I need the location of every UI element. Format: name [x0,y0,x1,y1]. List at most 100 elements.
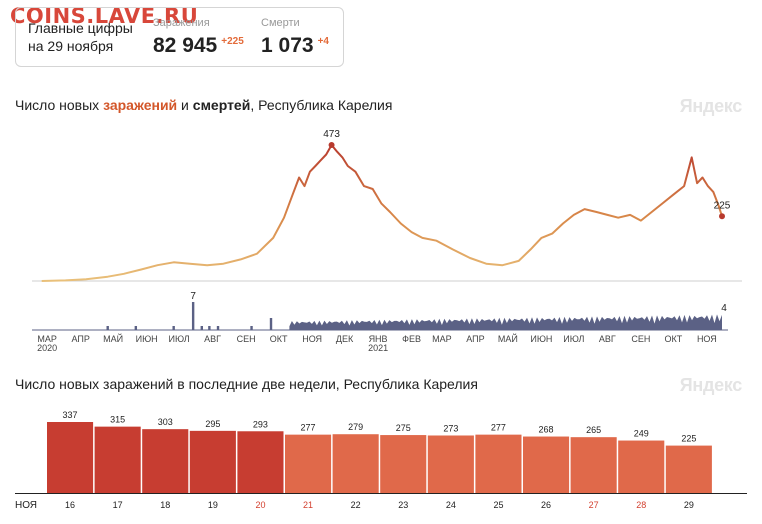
bar-day-label: 21 [303,500,313,510]
deaths-value-label: 7 [190,291,196,302]
bar-day-label: 27 [589,500,599,510]
bar-day-28 [618,440,665,493]
month-label: АПР [71,334,89,344]
deaths-delta: +4 [317,36,329,47]
chart2-title: Число новых заражений в последние две не… [15,376,478,392]
deaths-bar-chart: 74 [32,291,728,331]
infections-line [41,144,723,282]
month-label: СЕН [631,334,650,344]
bar-value-label: 303 [158,417,173,427]
infections-marker [719,213,725,220]
deaths-stat: Смерти 1 073 +4 [261,17,329,58]
month-label: ФЕВ [402,334,421,344]
bar-day-17 [94,426,141,493]
month-axis: МАР АПР МАЙ ИЮН ИЮЛ АВГ СЕН ОКТ НОЯ ДЕК ЯНВ ФЕВ МАР А… [37,333,717,353]
bar-day-label: 16 [65,500,75,510]
bar-day-18 [142,429,189,493]
bar-day-label: 23 [398,500,408,510]
bar-day-20 [237,431,284,493]
month-label: МАЙ [103,333,123,344]
infections-marker [328,142,335,148]
month-label: МАЙ [498,333,518,344]
infections-line-chart: 473 225 [32,129,742,282]
deaths-caption: Смерти [261,17,300,29]
bar-day-label: 26 [541,500,551,510]
bar-day-23 [380,435,427,493]
bar-value-label: 277 [491,423,506,433]
chart1-title-post: , Республика Карелия [250,97,393,113]
bar-day-label: 24 [446,500,456,510]
deaths-spike [106,326,109,330]
bar-value-label: 225 [681,434,696,444]
chart1-title-infections: заражений [103,97,178,113]
month-label: ИЮН [530,334,552,344]
bar-day-label: 28 [636,500,646,510]
bar-day-27 [570,437,617,493]
month-label: ИЮЛ [563,334,584,344]
month-label: ИЮН [136,334,158,344]
bar-day-label: 17 [113,500,123,510]
month-label: ИЮЛ [169,334,190,344]
deaths-spike [269,318,273,330]
chart1-title-mid: и [177,97,193,113]
month-label: АПР [466,334,484,344]
deaths-spike [191,302,195,330]
chart1-title: Число новых заражений и смертей, Республ… [15,97,392,113]
summary-label: Главные цифры на 29 ноября [28,19,133,55]
bar-day-16 [47,422,94,493]
bar-day-24 [427,435,474,493]
bar-day-21 [285,434,332,493]
month-label: ОКТ [664,334,682,344]
infections-caption: Заражения [153,17,210,29]
bar-day-label: 19 [208,500,218,510]
summary-label-line2: на 29 ноября [28,38,114,54]
deaths-spike [208,326,211,330]
bar-day-label: 25 [493,500,503,510]
bar-day-25 [475,434,522,493]
infections-value: 82 945 [153,34,218,57]
bar-value-label: 277 [301,423,316,433]
deaths-spike [250,326,253,330]
infections-delta: +225 [221,36,244,47]
month-label: ЯНВ [369,334,388,344]
bar-value-label: 273 [443,423,458,433]
bar-day-label: 22 [351,500,361,510]
month-label: ОКТ [270,334,288,344]
year-label: 2020 [37,343,57,353]
bar-day-22 [332,434,379,493]
month-label: АВГ [204,334,221,344]
chart1-brand: Яндекс [679,96,743,116]
summary-card: Главные цифры на 29 ноября Заражения 82 … [15,7,344,67]
month-label: НОЯ [697,334,717,344]
bars-month-label: НОЯ [15,500,37,511]
deaths-spike [216,326,220,330]
bar-value-label: 293 [253,419,268,429]
bar-value-label: 315 [110,415,125,425]
deaths-area [289,314,722,330]
bar-value-label: 275 [396,423,411,433]
bar-value-label: 279 [348,422,363,432]
bar-day-26 [523,436,570,493]
month-label: АВГ [599,334,616,344]
summary-label-line1: Главные цифры [28,20,133,36]
chart1-title-deaths: смертей [192,97,251,113]
site-watermark: COINS.LAVE.RU [10,4,199,28]
bar-value-label: 295 [205,419,220,429]
bar-value-label: 249 [634,429,649,439]
month-label: ДЕК [336,334,354,344]
deaths-value-label: 4 [721,303,727,314]
deaths-spike [134,326,138,330]
month-label: МАР [432,334,452,344]
year-label: 2021 [368,343,388,353]
bar-value-label: 337 [63,410,78,420]
bar-day-label: 18 [160,500,170,510]
bar-day-19 [189,430,236,493]
deaths-value: 1 073 [261,34,314,57]
bar-day-29 [665,445,712,493]
deaths-spike [172,326,175,330]
month-label: НОЯ [302,334,322,344]
infections-stat: Заражения 82 945 +225 [153,17,244,58]
bar-value-label: 265 [586,425,601,435]
two-week-bar-chart: НОЯ 337 16 315 17 303 18 295 19 293 20 277 21 279 22 27… [15,410,747,511]
